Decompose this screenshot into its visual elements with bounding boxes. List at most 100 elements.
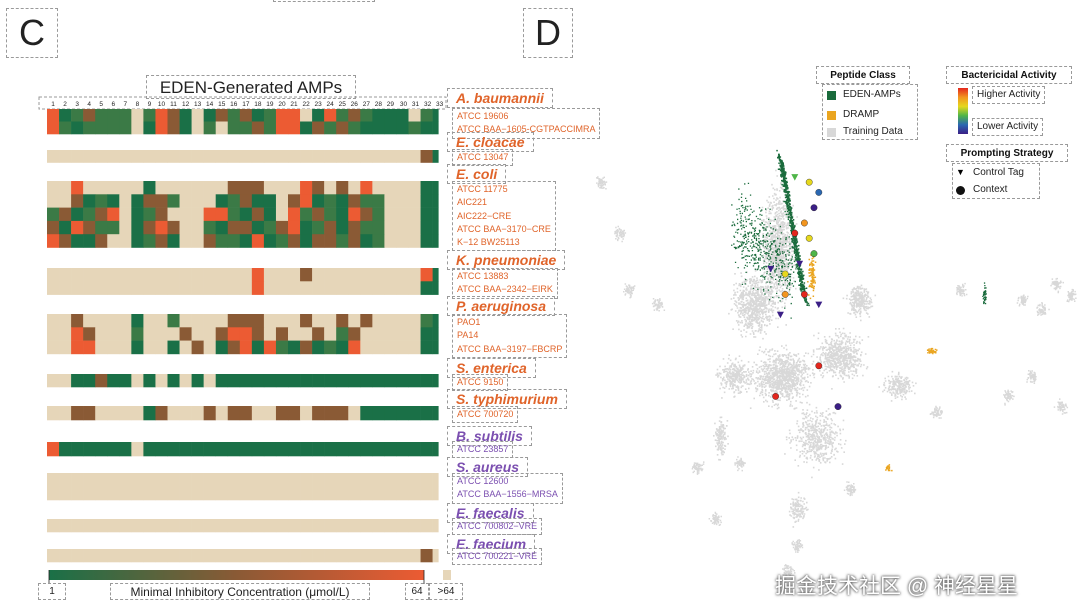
heatmap-cell [360,486,373,501]
heatmap-cell [251,234,265,248]
heatmap-cell [408,486,421,501]
strain-label: ATCC BAA−1605-CGTPACCIMRA [457,124,596,135]
mic-colorbar-above [443,570,451,580]
heatmap-cell [408,121,421,135]
heatmap-cell [143,473,156,487]
strain-label: ATCC 11775 [457,184,508,194]
heatmap-cell [408,549,421,563]
heatmap-cell [71,181,84,195]
heatmap-cell [275,473,289,487]
heatmap-cell [408,207,421,222]
heatmap-cell [119,314,132,328]
heatmap-cell [83,234,96,248]
column-label: 24 [327,101,335,108]
heatmap-cell [288,442,301,457]
heatmap-cell [155,268,168,282]
heatmap-cell [179,314,192,328]
heatmap-cell [143,486,156,501]
heatmap-cell [324,281,337,295]
heatmap-cell [408,234,421,248]
heatmap-cell [432,473,439,487]
heatmap-cell [432,327,439,341]
heatmap-cell [167,181,180,195]
heatmap-cell [83,109,96,122]
heatmap-cell [227,220,241,235]
heatmap-cell [300,150,313,163]
heatmap-cell [372,207,385,222]
heatmap-cell [59,220,72,235]
heatmap-cell [432,109,439,122]
heatmap-cell [59,340,72,355]
heatmap-cell [263,473,277,487]
heatmap-cell [396,473,409,487]
column-label: 28 [375,101,383,108]
heatmap-cell [47,220,60,235]
heatmap-cell [59,473,72,487]
heatmap-cell [227,442,241,457]
heatmap-cell [143,150,156,163]
heatmap-cell [336,442,349,457]
heatmap-cell [336,340,349,355]
heatmap-cell [143,234,156,248]
heatmap-cell [107,442,120,457]
heatmap-cell [155,281,168,295]
strain-label: ATCC 19606 [457,111,509,121]
heatmap-cell [191,486,204,501]
heatmap-cell [227,268,241,282]
heatmap-cell [372,314,385,328]
heatmap-cell [131,406,144,421]
heatmap-cell [336,181,349,195]
heatmap-cell [263,486,277,501]
heatmap-cell [47,473,60,487]
strain-list: PAO1 PA14 ATCC BAA−3197−FBCRP [452,314,568,358]
heatmap-cell [336,473,349,487]
heatmap-cell [131,442,144,457]
heatmap-cell [239,268,253,282]
heatmap-cell [107,486,120,501]
column-label: 33 [436,101,444,108]
heatmap-cell [179,220,192,235]
heatmap-cell [324,220,337,235]
heatmap-cell [167,234,180,248]
heatmap-cell [300,268,313,282]
context-peptide-point [805,234,813,242]
heatmap-cell [312,234,325,248]
heatmap-cell [239,150,253,163]
heatmap-cell [167,519,180,533]
column-label: 21 [290,101,298,108]
heatmap-cell [372,220,385,235]
heatmap-cell [143,374,156,388]
heatmap-cell [420,549,433,563]
heatmap-cell [372,109,385,122]
heatmap-cell [71,327,84,341]
heatmap-cell [131,150,144,163]
heatmap-cell [191,121,204,135]
heatmap-cell [251,340,265,355]
heatmap-cell [396,549,409,563]
heatmap-cell [203,327,216,341]
heatmap-cell [131,109,144,122]
heatmap-cell [360,327,373,341]
heatmap-cell [59,268,72,282]
heatmap-cell [167,207,180,222]
heatmap-cell [239,121,253,135]
heatmap-cell [215,150,229,163]
heatmap-cell [372,194,385,208]
heatmap-cell [95,340,108,355]
heatmap-cell [372,121,385,135]
heatmap-cell [432,374,439,388]
heatmap-cell [384,374,397,388]
heatmap-cell [239,340,253,355]
heatmap-cell [263,519,277,533]
heatmap-cell [227,374,241,388]
heatmap-cell [263,442,277,457]
heatmap-cell [348,109,361,122]
column-label: 10 [158,101,166,108]
heatmap-cell [131,327,144,341]
heatmap-cell [288,109,301,122]
heatmap-cell [263,220,277,235]
heatmap-cell [263,340,277,355]
heatmap-cell [372,442,385,457]
heatmap-cell [324,181,337,195]
species-label: E. cloacae [447,132,534,152]
